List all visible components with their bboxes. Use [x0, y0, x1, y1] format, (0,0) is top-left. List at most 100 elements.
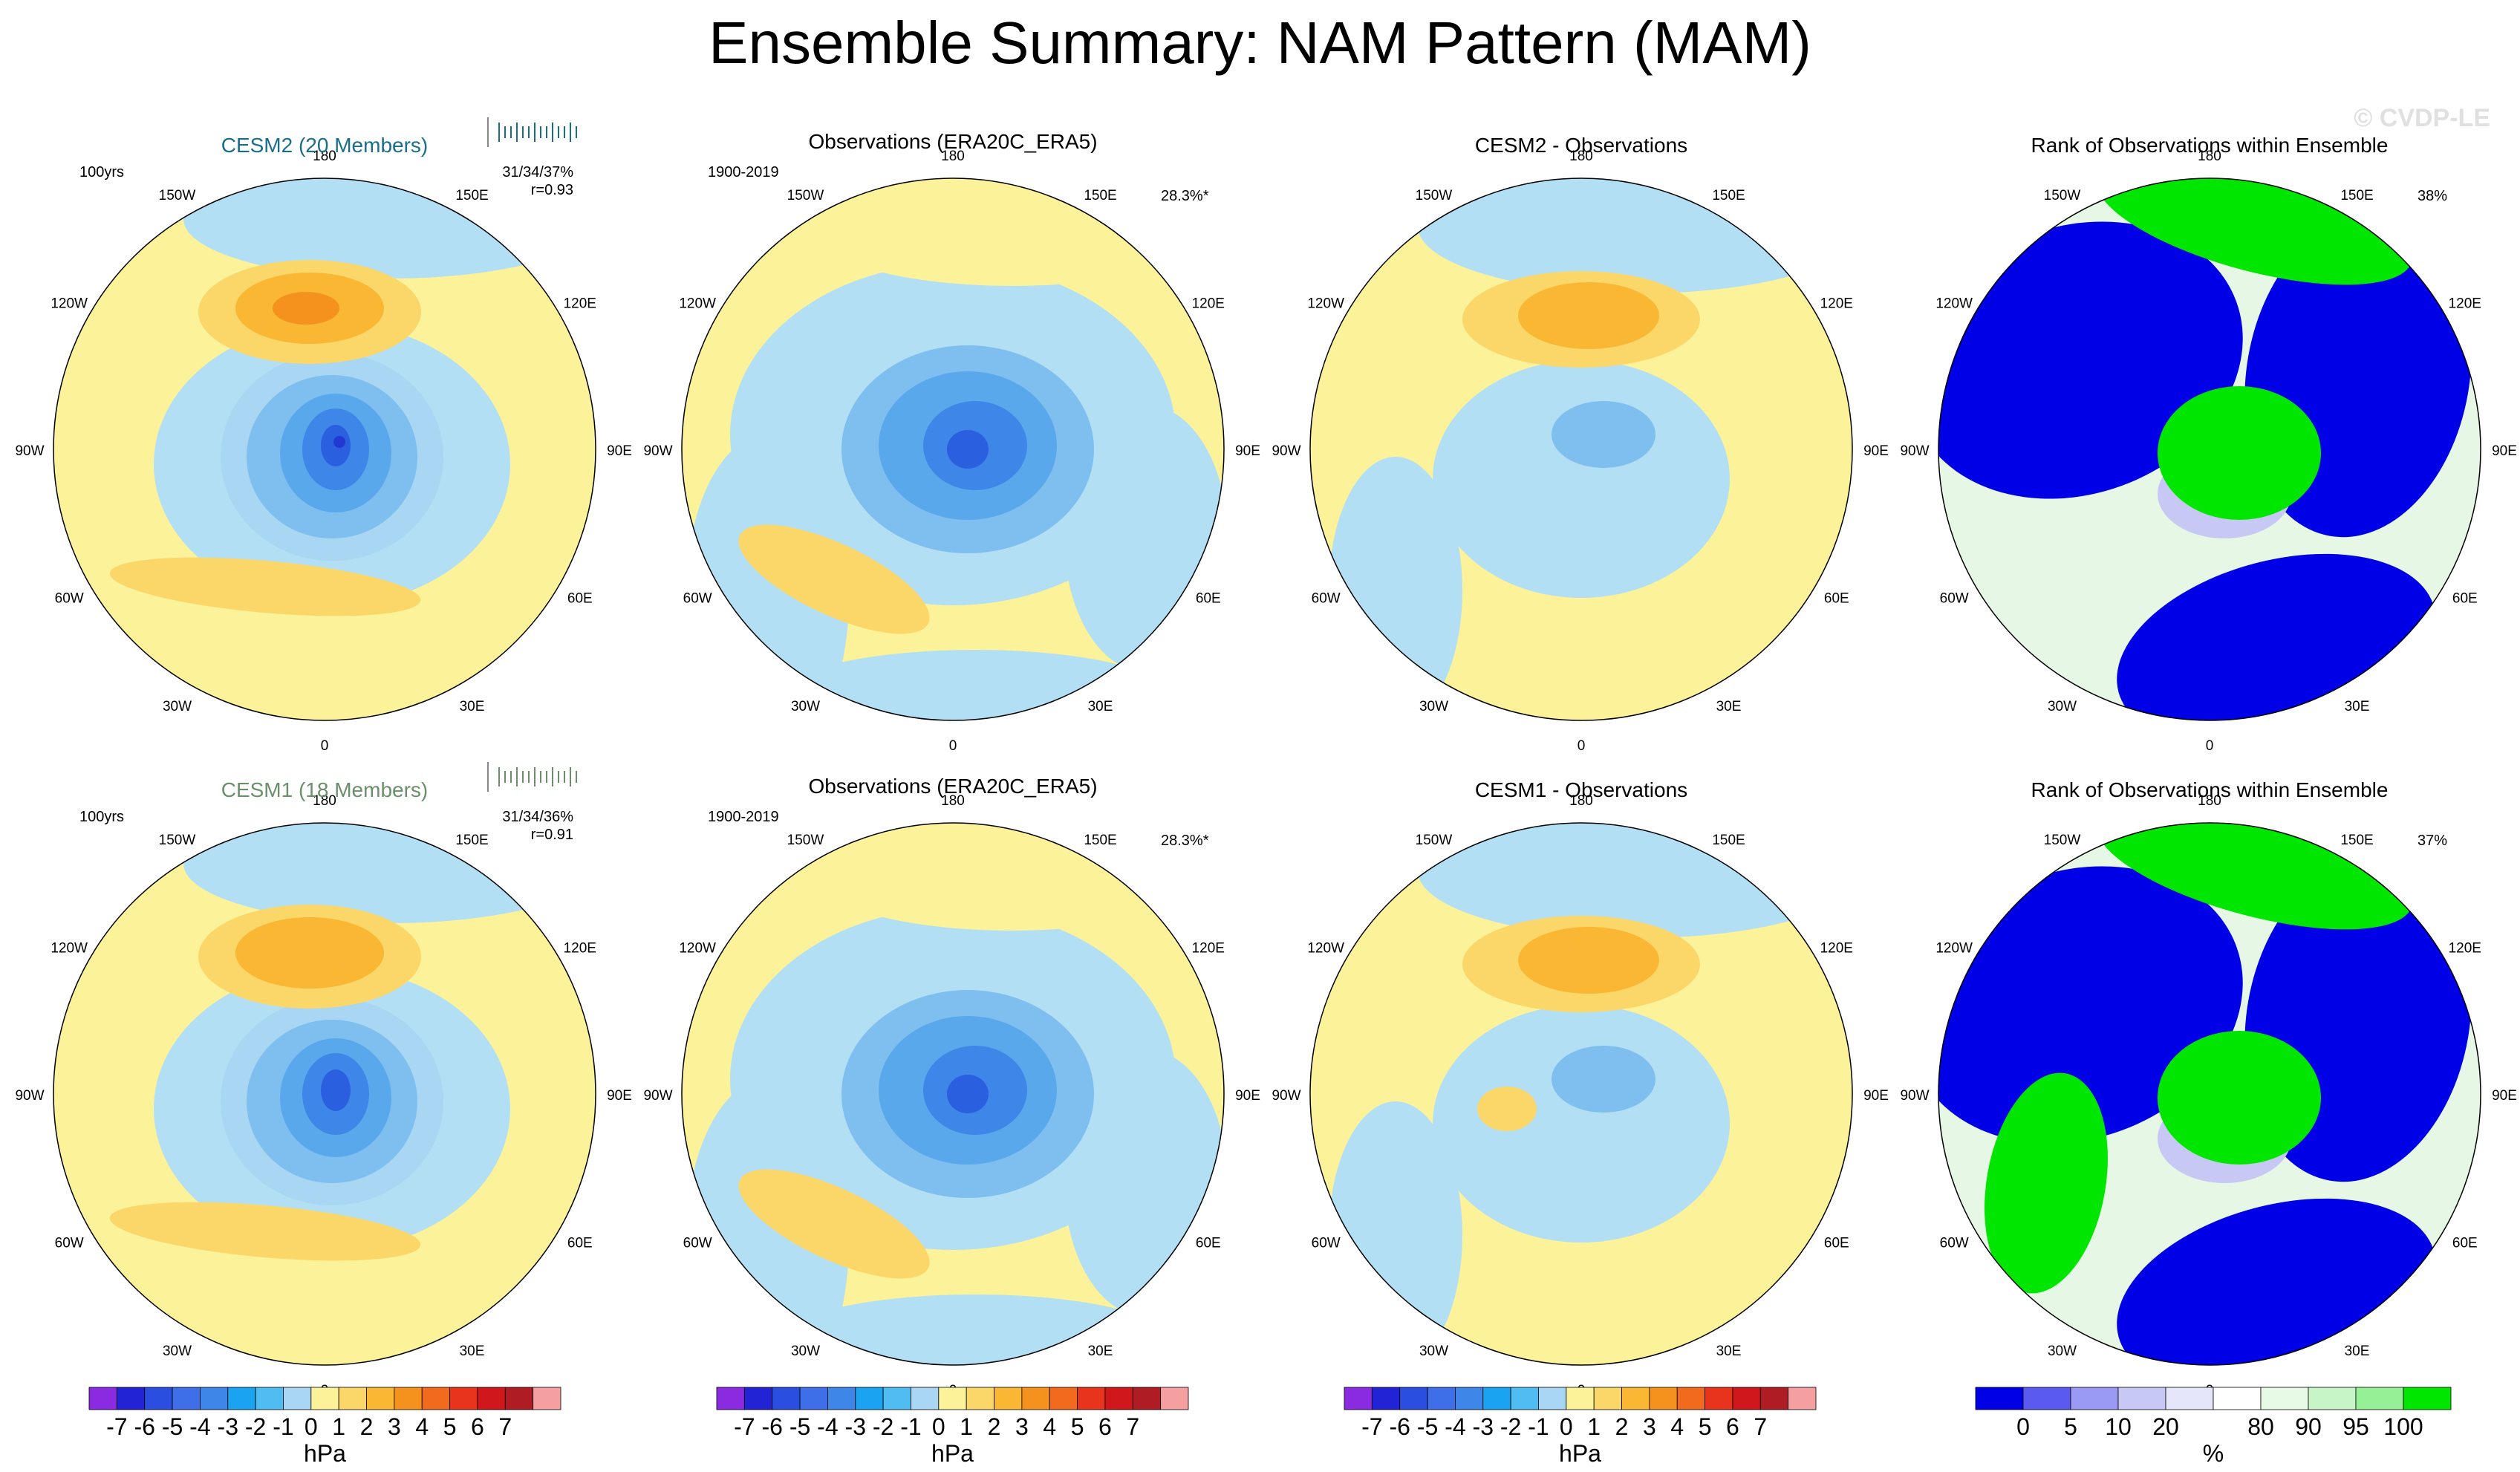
member-spread-ticks	[487, 762, 577, 792]
map-border	[681, 178, 1225, 721]
longitude-label: 120E	[2449, 941, 2481, 957]
positive-contour	[738, 524, 930, 634]
colorbar-box	[2117, 1387, 2166, 1410]
longitude-label: 90E	[1235, 1088, 1260, 1104]
longitude-label: 120W	[679, 296, 716, 312]
longitude-label: 90W	[1272, 1088, 1300, 1104]
colorbar-label: 7	[1126, 1413, 1139, 1440]
map-border	[1309, 178, 1853, 721]
longitude-label: 180	[313, 793, 336, 809]
longitude-label: 120W	[1935, 296, 1973, 312]
longitude-label: 150W	[1416, 833, 1453, 848]
colorbar-label: -6	[134, 1413, 154, 1440]
rank-high-region	[2095, 178, 2413, 285]
longitude-label: 90W	[643, 443, 672, 459]
longitude-label: 90W	[1900, 1088, 1929, 1104]
map-border	[1938, 178, 2481, 721]
map-fill-r2c4	[1938, 823, 2481, 1365]
negative-contour	[321, 1069, 351, 1111]
colorbar-box	[1705, 1387, 1733, 1410]
colorbar-box	[1649, 1387, 1678, 1410]
panel-title: Observations (ERA20C_ERA5)	[808, 775, 1097, 798]
stats-line-2: r=0.91	[531, 827, 573, 843]
longitude-label: 150E	[1084, 833, 1116, 848]
longitude-label: 120W	[679, 941, 716, 957]
colorbar-label: 1	[332, 1413, 345, 1440]
colorbar-box	[772, 1387, 801, 1410]
colorbar-box	[827, 1387, 856, 1410]
longitude-label: 60W	[683, 1236, 712, 1251]
longitude-label: 0	[321, 738, 329, 754]
negative-contour	[333, 436, 345, 448]
longitude-label: 0	[1578, 738, 1586, 754]
positive-region	[819, 182, 1205, 286]
colorbar-label: 80	[2247, 1413, 2274, 1440]
positive-contour	[738, 1169, 930, 1279]
colorbar-label: -1	[1528, 1413, 1549, 1440]
longitude-label: 90W	[643, 1088, 672, 1104]
longitude-label: 30E	[2345, 1344, 2370, 1359]
colorbar-label: 95	[2342, 1413, 2369, 1440]
colorbar-box	[477, 1387, 506, 1410]
stats-line-1: 31/34/36%	[502, 809, 573, 825]
longitude-label: 30E	[2345, 699, 2370, 714]
positive-contour	[109, 1202, 421, 1261]
colorbar-box	[227, 1387, 256, 1410]
map-border	[681, 822, 1225, 1366]
negative-contour	[1552, 401, 1655, 468]
colorbar-label: 0	[932, 1413, 945, 1440]
longitude-label: 90W	[1272, 443, 1300, 459]
map-panel-r1c3: 180 150E 120E 90E 60E 30E 0 30W 60W 90W 120W 150W CE…	[1272, 134, 1888, 754]
colorbar-box	[2022, 1387, 2071, 1410]
longitude-label: 150E	[1712, 833, 1745, 848]
colorbar-box	[743, 1387, 773, 1410]
map-panel-r1c4: 180 150E 120E 90E 60E 30E 0 30W 60W 90W 120W 150W Ra…	[1900, 134, 2516, 754]
colorbar-box	[799, 1387, 828, 1410]
longitude-label: 60W	[1312, 1236, 1341, 1251]
colorbar-label: 6	[1098, 1413, 1112, 1440]
rank-low-region	[1938, 866, 2243, 1144]
positive-contour	[1477, 1087, 1537, 1131]
longitude-label: 150E	[1084, 188, 1116, 203]
colorbar-label: 7	[498, 1413, 512, 1440]
colorbar-box	[200, 1387, 229, 1410]
longitude-label: 60E	[567, 1236, 593, 1251]
colorbar-box	[911, 1387, 940, 1410]
negative-contour	[947, 1075, 989, 1113]
longitude-label: 150W	[1416, 188, 1453, 203]
colorbar-label: 5	[1071, 1413, 1084, 1440]
longitude-label: 0	[949, 738, 957, 754]
colorbar-box	[2260, 1387, 2309, 1410]
colorbar-box	[1732, 1387, 1761, 1410]
map-fill-r2c1	[53, 823, 596, 1365]
colorbar-label: -1	[900, 1413, 921, 1440]
map-fill-r1c1	[53, 178, 596, 720]
colorbar-box	[882, 1387, 911, 1410]
rank-high-region	[2158, 1031, 2321, 1165]
longitude-label: 30E	[1716, 1344, 1742, 1359]
colorbar-box	[1049, 1387, 1078, 1410]
panel-left-note: 100yrs	[79, 164, 124, 180]
positive-contour	[1518, 927, 1659, 994]
map-panel-r1c2: 180 150E 120E 90E 60E 30E 0 30W 60W 90W 120W 150W Ob…	[643, 130, 1260, 754]
colorbar-label: -4	[189, 1413, 210, 1440]
longitude-label: 90E	[607, 443, 632, 459]
colorbar-box	[1676, 1387, 1705, 1410]
map-fill-r1c2	[682, 178, 1224, 720]
positive-contour	[1518, 282, 1659, 349]
colorbar-box	[2355, 1387, 2404, 1410]
colorbar-label: -6	[1389, 1413, 1410, 1440]
longitude-label: 120E	[1820, 941, 1853, 957]
longitude-label: 90W	[15, 1088, 44, 1104]
colorbar-box	[1593, 1387, 1622, 1410]
colorbar-box	[1160, 1387, 1189, 1410]
longitude-label: 180	[2198, 793, 2221, 809]
rank-high-region	[2158, 386, 2321, 520]
colorbar-box	[144, 1387, 173, 1410]
colorbar-label: -7	[734, 1413, 755, 1440]
panel-left-note: 100yrs	[79, 809, 124, 825]
longitude-label: 60W	[1940, 591, 1969, 607]
colorbar-box	[1132, 1387, 1162, 1410]
longitude-label: 120W	[1307, 941, 1344, 957]
colorbar-panel-3: -7 -6 -5 -4 -3 -2 -1 0 1 2 3 4 5 6 7 hPa	[1344, 1387, 1817, 1467]
